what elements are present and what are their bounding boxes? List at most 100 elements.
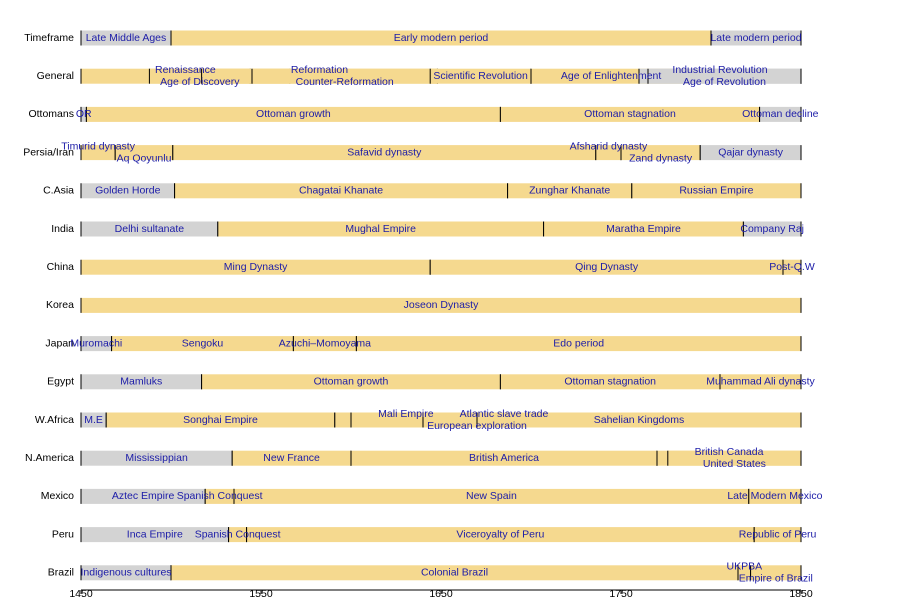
period-label: Sahelian Kingdoms (594, 414, 684, 426)
period-bar (356, 336, 801, 352)
period-label: Delhi sultanate (115, 223, 185, 235)
period-bar (750, 565, 801, 581)
period-bar (81, 374, 202, 390)
period-bar (171, 30, 711, 46)
period-label: Zand dynasty (629, 152, 693, 164)
period-label: Timurid dynasty (61, 140, 135, 152)
period-label: Scientific Revolution (433, 70, 528, 82)
period-bar (81, 450, 233, 466)
period-bar (115, 145, 173, 161)
period-bar (743, 221, 801, 237)
period-label: Inca Empire (127, 528, 183, 540)
period-bar (174, 183, 508, 199)
period-label: Azuchi–Momoyama (279, 337, 371, 349)
period-bar (81, 297, 801, 313)
period-bar (217, 221, 544, 237)
period-label: Post-Q.W (769, 261, 815, 273)
period-label: M.E (84, 414, 103, 426)
period-label: Indigenous cultures (80, 567, 171, 579)
period-label: Russian Empire (679, 185, 753, 197)
period-bar (111, 336, 294, 352)
period-label: Ottoman stagnation (564, 376, 656, 388)
period-label: Age of Discovery (160, 76, 240, 88)
period-label: Muromachi (70, 337, 122, 349)
period-label: Renaissance (155, 64, 216, 76)
period-label: Mamluks (120, 376, 162, 388)
period-label: European exploration (427, 420, 527, 432)
period-bar (759, 106, 801, 122)
period-label: British Canada (695, 446, 764, 458)
period-label: Late Modern Mexico (727, 490, 822, 502)
period-bar (232, 450, 351, 466)
period-bar (205, 488, 234, 504)
period-label: Qajar dynasty (718, 146, 784, 158)
period-label: Qing Dynasty (575, 261, 639, 273)
period-bar (648, 68, 801, 84)
period-label: Golden Horde (95, 185, 161, 197)
row-label: General (37, 70, 74, 82)
row-label: W.Africa (35, 414, 74, 426)
period-label: Mughal Empire (345, 223, 416, 235)
period-bar (81, 259, 431, 275)
period-bar (621, 145, 701, 161)
period-label: Joseon Dynasty (404, 299, 479, 311)
period-label: Songhai Empire (183, 414, 258, 426)
period-bar (81, 336, 112, 352)
period-label: Ottoman decline (742, 108, 819, 120)
period-label: Aztec Empire (112, 490, 175, 502)
period-label: Zunghar Khanate (529, 185, 610, 197)
period-bar (711, 30, 801, 46)
row-label: Ottomans (28, 108, 74, 120)
period-bar (86, 106, 501, 122)
row-label: C.Asia (43, 185, 74, 197)
period-bar (500, 106, 760, 122)
period-label: Atlantic slave trade (460, 408, 549, 420)
period-label: Ottoman stagnation (584, 108, 676, 120)
period-bar (172, 145, 596, 161)
period-bar (81, 30, 171, 46)
period-bar (430, 259, 783, 275)
period-label: Ottoman growth (256, 108, 331, 120)
period-bar (754, 527, 801, 543)
period-bar (81, 145, 116, 161)
row-label: India (51, 223, 74, 235)
period-bar (500, 374, 720, 390)
period-label: Mali Empire (378, 408, 434, 420)
period-label: Maratha Empire (606, 223, 681, 235)
labels: Timeframe Late Middle Ages Early modern pe… (23, 32, 822, 585)
period-bar (543, 221, 744, 237)
period-label: Ottoman growth (314, 376, 389, 388)
period-label: Counter-Reformation (296, 76, 394, 88)
period-bar (667, 450, 801, 466)
period-label: Spanish Conquest (177, 490, 263, 502)
period-label: Colonial Brazil (421, 567, 488, 579)
period-bar (81, 221, 218, 237)
period-bar (81, 412, 107, 428)
period-bar (783, 259, 801, 275)
period-bar (595, 145, 621, 161)
period-label: Edo period (553, 337, 604, 349)
period-label: Industrial Revolution (672, 64, 767, 76)
row-label: Korea (46, 299, 74, 311)
row-label: Peru (52, 528, 74, 540)
period-bar (293, 336, 357, 352)
period-bar (720, 374, 801, 390)
period-label: Safavid dynasty (347, 146, 422, 158)
period-bar (246, 527, 755, 543)
period-label: Mississippian (125, 452, 188, 464)
x-tick-label: 1850 (789, 588, 813, 600)
period-label: British America (469, 452, 539, 464)
period-bar (252, 68, 438, 84)
row-label: Mexico (41, 490, 74, 502)
period-label: Early modern period (394, 32, 489, 44)
x-tick-label: 1750 (609, 588, 633, 600)
period-label: Age of Revolution (683, 76, 766, 88)
period-label: Viceroyalty of Peru (456, 528, 544, 540)
period-label: Republic of Peru (739, 528, 817, 540)
period-label: Age of Enlightenment (561, 70, 661, 82)
period-label: New France (263, 452, 320, 464)
period-label: New Spain (466, 490, 517, 502)
row-label: N.America (25, 452, 74, 464)
row-label: China (47, 261, 75, 273)
period-label: Afsharid dynasty (570, 140, 648, 152)
